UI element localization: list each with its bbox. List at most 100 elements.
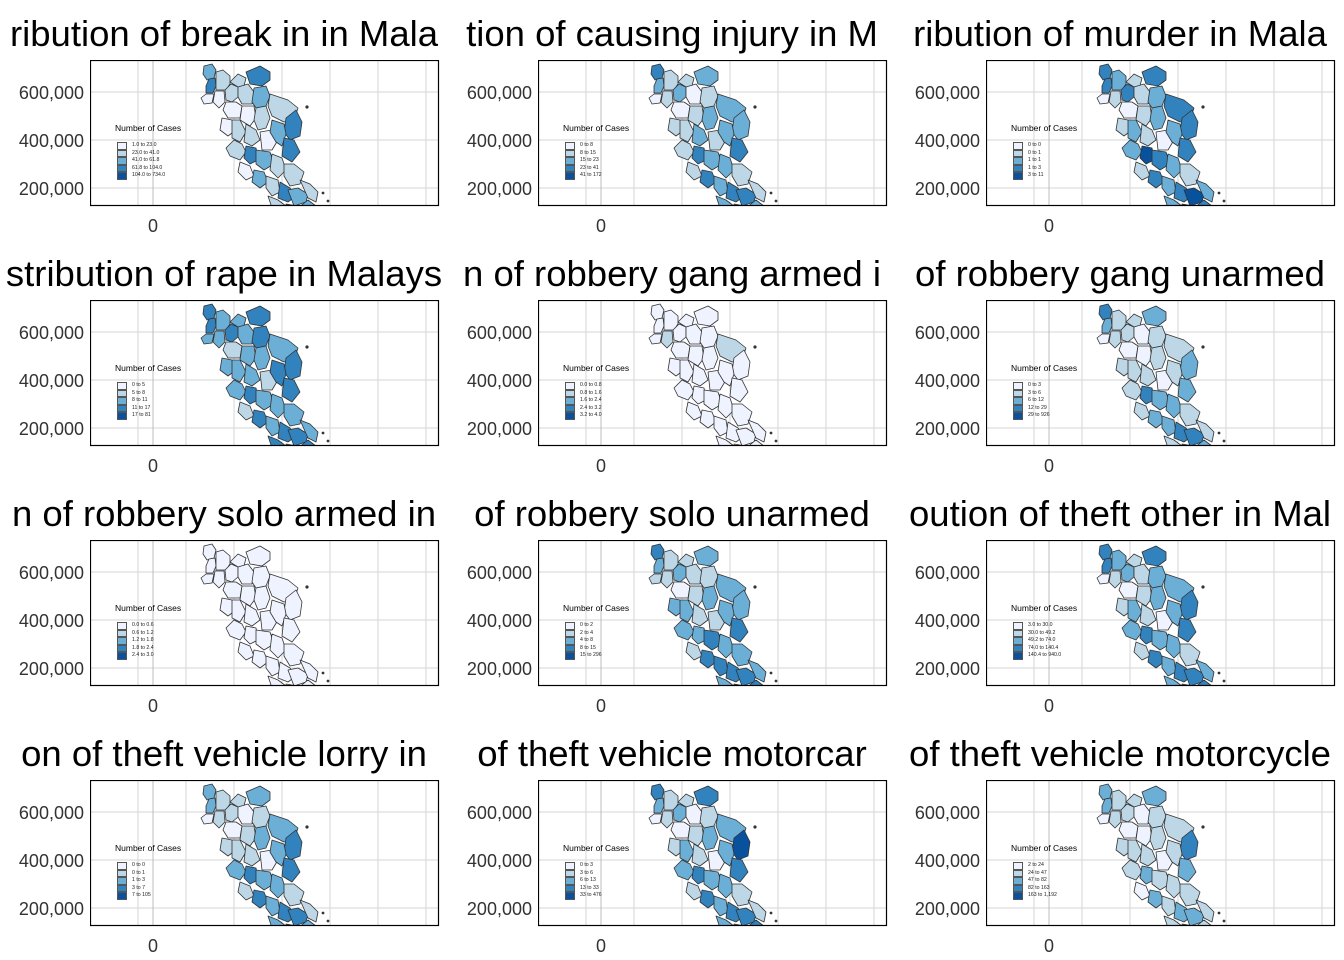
legend-item: 1.6 to 2.4 [563,397,629,405]
legend-swatch [565,652,575,660]
district-region [1133,401,1151,421]
district-region [747,199,765,206]
legend-swatch [1013,157,1023,165]
legend-item: 47 to 82 [1011,877,1077,885]
district-region [747,439,765,446]
x-tick-label: 0 [596,216,607,236]
choropleth-map [986,540,1336,687]
y-tick-label: 600,000 [466,803,532,823]
legend-label: 8 to 15 [580,644,596,651]
legend-swatch [117,157,127,165]
district-region [1183,427,1205,446]
district-region [699,805,719,829]
district-region [735,667,757,686]
district-region [691,145,707,165]
district-region [1133,881,1151,901]
y-tick-label: 600,000 [466,323,532,343]
legend-item: 3.0 to 30.0 [1011,622,1077,630]
district-region [243,145,259,165]
legend-title: Number of Cases [1011,843,1078,853]
district-region [1098,63,1113,81]
panel-border [90,60,440,207]
district-region [1147,889,1165,909]
district-region [251,409,269,429]
district-region [670,821,691,839]
legend-swatch [1013,652,1023,660]
district-region [202,783,217,801]
district-region [251,565,271,589]
island-marker [305,345,309,349]
legend-item: 49.2 to 74.0 [1011,637,1077,645]
districts [1096,543,1226,686]
district-region [717,873,735,899]
island-marker [1217,671,1221,675]
district-region [699,85,719,109]
district-region [703,149,723,171]
y-tick-label: 400,000 [18,131,84,151]
island-marker [305,105,309,109]
panel-title: of robbery solo unarmed [474,493,870,534]
district-region [701,345,719,371]
gridlines [986,300,1335,446]
district-region [1127,839,1143,863]
legend-label: 15 to 23 [580,157,599,163]
legend-swatch [565,142,575,150]
district-region [1149,585,1167,611]
district-region [231,119,247,143]
legend-label: 29 to 926 [1028,412,1050,418]
island-marker [1222,199,1226,203]
island-marker [1222,439,1226,443]
y-tick-label: 400,000 [466,611,532,631]
legend-item: 0.0 to 0.8 [563,382,629,390]
legend-swatch [1013,149,1023,157]
district-region [1121,859,1143,881]
district-region [747,659,767,683]
legend-swatch [117,877,127,885]
island-marker [769,911,773,915]
district-region [1096,573,1111,585]
district-region [653,797,665,814]
district-region [1195,659,1215,683]
legend-item: 0.0 to 0.6 [115,622,181,630]
district-region [691,385,707,405]
district-region [703,869,723,891]
legend-item: 8 to 11 [115,397,181,405]
x-tick-label: 0 [1044,456,1055,476]
legend-item: 41 to 172 [563,172,629,180]
legend-title: Number of Cases [563,843,630,853]
legend-title: Number of Cases [563,363,630,373]
district-region [731,883,753,907]
legend-label: 1 to 3 [1028,164,1041,171]
y-tick-label: 200,000 [18,899,84,919]
district-region [255,869,275,891]
legend-item: 5 to 8 [115,389,181,397]
map-panel: of robbery gang unarmed 600,000 400,000 200… [896,240,1344,480]
y-tick-label: 200,000 [914,419,980,439]
gridlines [90,540,439,686]
district-region [1179,883,1201,907]
district-region [283,643,305,667]
district-region [269,153,287,179]
island-marker [753,105,757,109]
choropleth-map [986,300,1336,447]
district-region [1195,439,1213,446]
district-region [687,105,705,127]
legend-item: 23 to 41 [563,164,629,172]
district-region [239,345,257,367]
district-region [287,427,309,446]
district-region [212,570,226,589]
district-region [685,563,703,585]
legend-swatch [1013,412,1023,420]
legend-item: 11 to 17 [115,404,181,412]
district-region [287,187,309,206]
y-tick-label: 600,000 [18,323,84,343]
legend-swatch [117,629,127,637]
district-region [251,325,271,349]
district-region [715,915,735,926]
district-region [729,377,749,403]
island-marker [774,439,778,443]
y-tick-label: 200,000 [18,659,84,679]
legend-swatch [117,149,127,157]
